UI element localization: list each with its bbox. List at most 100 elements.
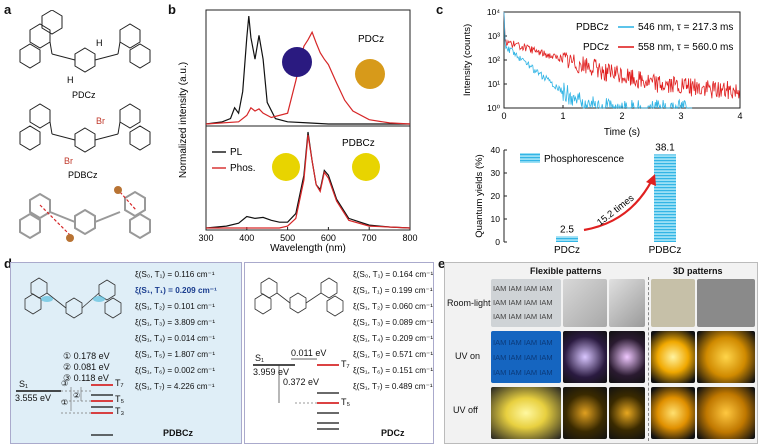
b-xtick-label-600: 600 [321,233,336,243]
bar-pdcz [556,236,578,242]
pdbcz-xi-4: ξ(S₁, T₄) = 0.014 cm⁻¹ [135,334,216,343]
b-ylabel: Normalized intensity (a.u.) [178,62,189,178]
pdbcz-gap-3: ③ 0.118 eV [63,373,109,383]
photo-uvoff-3d-1 [651,387,695,439]
header-flexible: Flexible patterns [530,266,602,276]
b-pdbcz-phos-line [206,134,411,229]
pdbcz-structure [19,103,151,153]
c-xtick-label-2: 2 [619,111,624,121]
panel-d-letter: d [4,256,12,271]
pdbcz-pl-photo [272,153,300,181]
iam-uv-row-3: IAM IAM IAM IAM [493,368,553,377]
pdbcz-t5: T₅ [115,394,125,404]
pdcz-phos-photo [355,59,385,89]
pdcz-xi-5: ξ(S₁, T₅) = 0.571 cm⁻¹ [353,350,434,359]
photo-uvoff-iam [491,387,561,439]
pdcz-xi-6: ξ(S₁, T₆) = 0.151 cm⁻¹ [353,366,434,375]
iam-row-2: IAM IAM IAM IAM [493,298,553,307]
pdbcz-xi-5: ξ(S₁, T₅) = 1.807 cm⁻¹ [135,350,216,359]
c-ytick-label-2: 10² [488,55,500,65]
photo-uvoff-3d-2 [697,387,755,439]
pdcz-gap-1: 0.011 eV [291,348,327,358]
legend-bar-swatch [520,153,540,163]
pdbcz-name: PDBCz [68,170,98,180]
bar-cat-pdcz: PDCz [554,245,580,254]
pdbcz-gap-1: ① 0.178 eV [63,351,110,361]
b-xlabel: Wavelength (nm) [270,243,346,254]
b-xtick-label-400: 400 [239,233,254,243]
pdcz-energy-box: 0.011 eV 0.372 eV S₁ 3.959 eV T₇ T₅ ξ(S₀… [244,262,434,444]
pdbcz-circ-1: ① [61,398,69,407]
photo-uvoff-flex-3 [609,387,645,439]
photo-uvon-flex-2 [563,331,607,383]
pdbcz-t3: T₃ [115,406,125,416]
plot-frame [205,9,411,231]
pdcz-energy-diagram [253,277,344,430]
arrow-label: 15.2 times [595,193,637,229]
pdcz-name: PDCz [72,90,96,100]
b-top-label: PDCz [358,34,384,45]
c-bar-ytick-label-30: 30 [491,168,501,178]
panel-c-letter: c [436,2,444,17]
pdbcz-box-title: PDBCz [163,428,194,438]
pdbcz-energy-box: ① 0.178 eV ② 0.081 eV ③ 0.118 eV S₁ 3.55… [10,262,242,444]
b-xtick-label-300: 300 [198,233,213,243]
pdcz-t5: T₅ [341,397,351,407]
c-ytick-label-1: 10¹ [488,79,500,89]
pdbcz-xi-0: ξ(S₀, T₁) = 0.116 cm⁻¹ [135,270,215,279]
iam-row-1: IAM IAM IAM IAM [493,284,553,293]
pdbcz-xi-3: ξ(S₁, T₃) = 3.809 cm⁻¹ [135,318,216,327]
c-bar-ylabel: Quantum yields (%) [474,154,485,237]
iam-uv-row-2: IAM IAM IAM IAM [493,353,553,362]
pdcz-h-top: H [96,38,103,48]
b-xtick-label-700: 700 [362,233,377,243]
c-ytick-label-4: 10⁴ [487,7,500,17]
photo-uvon-flex-3 [609,331,645,383]
c-ytick-label-3: 10³ [488,31,500,41]
photo-room-3d-2 [697,279,755,327]
pdcz-gap-2: 0.372 eV [283,377,320,387]
iam-row-3: IAM IAM IAM IAM [493,312,553,321]
pdbcz-energy-diagram [16,277,122,436]
pdcz-xi-4: ξ(S₁, T₄) = 0.209 cm⁻¹ [353,334,434,343]
row-label-room: Room-light [447,298,491,308]
panel-e-letter: e [438,256,446,271]
c-top-xlabel: Time (s) [604,127,640,138]
pdbcz-xi-2: ξ(S₁, T₂) = 0.101 cm⁻¹ [135,302,215,311]
b-bottom-label: PDBCz [342,138,375,149]
increase-arrowhead [646,174,656,186]
b-xtick-label-500: 500 [280,233,295,243]
photo-room-flex-3 [609,279,645,327]
b-pdcz-phos-line [205,30,411,125]
bar-cat-pdbcz: PDBCz [649,245,682,254]
pdbcz-s1-label: S₁ [19,379,29,389]
pdcz-xi-1: ξ(S₁, T₁) = 0.199 cm⁻¹ [353,286,433,295]
bar-label-pdbcz: 38.1 [655,142,675,153]
legend-pdbcz-value: 546 nm, τ = 217.3 ms [638,22,733,33]
header-3d: 3D patterns [673,266,723,276]
pdcz-xi-0: ξ(S₀, T₁) = 0.164 cm⁻¹ [353,270,434,279]
photo-uvon-3d-2 [697,331,755,383]
pdcz-xi-2: ξ(S₁, T₂) = 0.060 cm⁻¹ [353,302,433,311]
pdcz-structure [19,10,151,73]
pdcz-h-bottom: H [67,75,74,85]
pdbcz-s1-energy: 3.555 eV [15,393,52,403]
pdcz-xi-7: ξ(S₁, T₇) = 0.489 cm⁻¹ [353,382,433,391]
decay-and-yield-charts: Intensity (counts) Time (s) 0 1 2 3 4 10⁰ 10¹ 10²… [462,7,743,254]
pdbcz-xi-6: ξ(S₁, T₆) = 0.002 cm⁻¹ [135,366,216,375]
legend-pdbcz-name: PDBCz [576,22,609,33]
pdcz-t7: T₇ [341,359,350,369]
bar-pdbcz [654,154,676,242]
c-xtick-label-4: 4 [737,111,742,121]
pdbcz-br-bottom: Br [64,156,73,166]
photo-room-iam: IAM IAM IAM IAM IAM IAM IAM IAM IAM IAM … [491,279,561,327]
legend-bar-label: Phosphorescence [544,154,624,165]
pdbcz-circ-2: ② [73,391,81,400]
legend-phos-label: Phos. [230,163,256,174]
legend-pdcz-name: PDCz [583,42,609,53]
panel-a-molecules: H H PDCz Br Br PDBCz [19,10,151,242]
pdbcz-br-top: Br [96,116,105,126]
photo-uvoff-flex-2 [563,387,607,439]
panel-a-letter: a [4,2,12,17]
c-top-ylabel: Intensity (counts) [462,24,473,96]
